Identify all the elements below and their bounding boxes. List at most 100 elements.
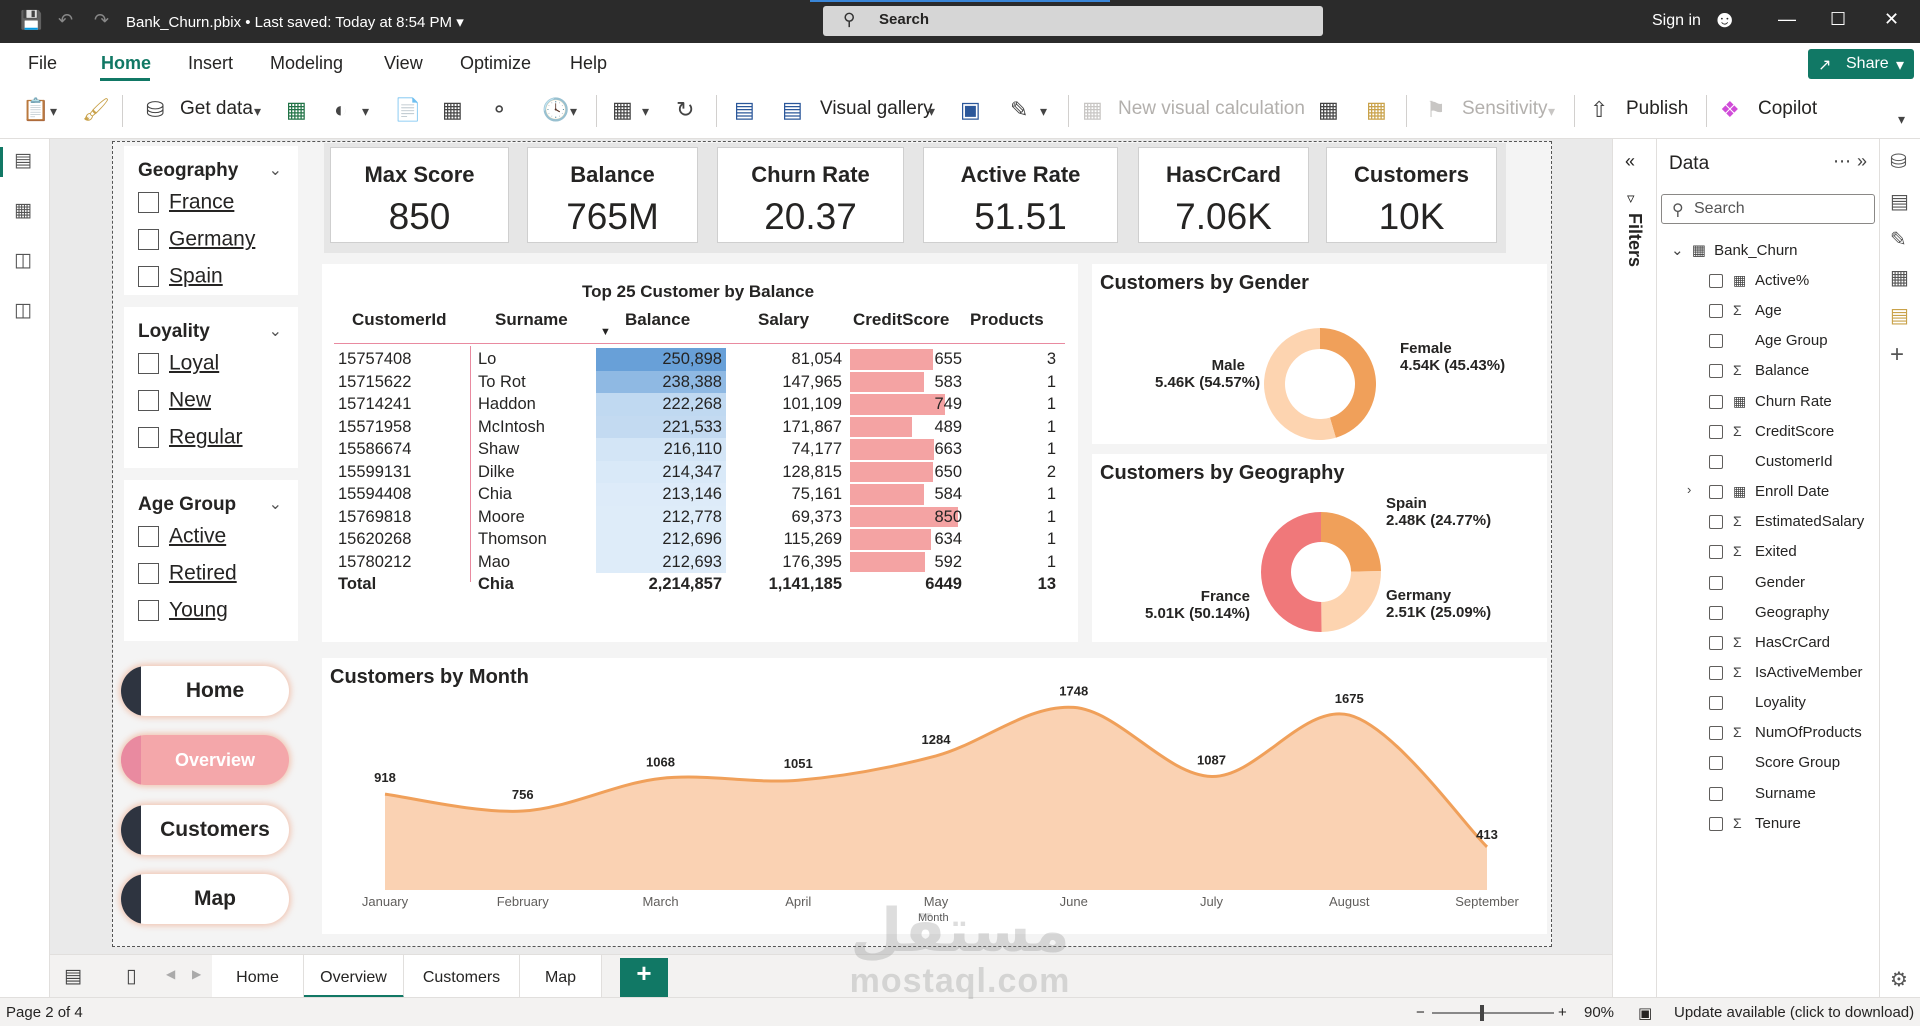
chevron-down-icon[interactable]: ⌄ (268, 496, 282, 513)
donut-slice-spain[interactable] (1321, 512, 1381, 572)
zoom-in-icon[interactable]: + (1558, 1004, 1567, 1021)
column-header-salary[interactable]: Salary (758, 310, 810, 329)
field-checkbox[interactable] (1709, 304, 1723, 319)
data-hub-icon[interactable]: ◐ (334, 97, 348, 122)
menu-optimize[interactable]: Optimize (460, 53, 532, 73)
transform-data-icon[interactable]: ▦ (612, 97, 633, 122)
donut-slice-france[interactable] (1261, 512, 1322, 632)
enter-data-icon[interactable]: ▦ (442, 97, 463, 122)
prev-page-icon[interactable]: ◀ (166, 967, 176, 981)
dataverse-icon[interactable]: ⚬ (490, 97, 509, 122)
new-measure-icon[interactable]: ▦ (1318, 97, 1339, 122)
ribbon-collapse-icon[interactable]: ▾ (1898, 111, 1906, 127)
top-customers-table[interactable]: Top 25 Customer by Balance CustomerId Su… (322, 264, 1078, 642)
zoom-out-icon[interactable]: − (1416, 1004, 1425, 1021)
checkbox[interactable] (138, 352, 159, 374)
fit-to-page-icon[interactable]: ▣ (1638, 1005, 1653, 1022)
zoom-slider-thumb[interactable] (1480, 1005, 1484, 1021)
checkbox[interactable] (138, 525, 159, 547)
desktop-layout-icon[interactable]: ▤ (64, 966, 82, 987)
column-header-products[interactable]: Products (970, 310, 1044, 329)
field-checkbox[interactable] (1709, 364, 1723, 379)
kpi-customers[interactable]: Customers 10K (1326, 147, 1497, 243)
visual-gallery-button[interactable]: Visual gallery (820, 98, 933, 119)
report-view-icon[interactable]: ▤ (14, 150, 32, 171)
field-checkbox[interactable] (1709, 696, 1723, 711)
expand-filters-icon[interactable]: « (1625, 151, 1636, 171)
menu-modeling[interactable]: Modeling (270, 53, 344, 73)
chevron-down-icon[interactable]: ▾ (928, 103, 936, 119)
tab-home[interactable]: Home (212, 955, 304, 998)
menu-home[interactable]: Home (101, 53, 152, 73)
checkbox[interactable] (138, 191, 159, 213)
sort-descending-icon[interactable]: ▼ (600, 326, 611, 338)
quick-measure-icon[interactable]: ▦ (1366, 97, 1387, 122)
field-checkbox[interactable] (1709, 515, 1723, 530)
get-data-button[interactable]: Get data (180, 98, 253, 119)
tab-overview[interactable]: Overview (304, 955, 404, 998)
collapse-pane-icon[interactable]: » (1857, 151, 1868, 171)
chevron-down-icon[interactable]: ⌄ (268, 323, 282, 340)
nav-button-map[interactable]: Map (121, 874, 289, 924)
chevron-down-icon[interactable]: ⌄ (1671, 242, 1684, 259)
column-header-surname[interactable]: Surname (495, 310, 568, 329)
checkbox[interactable] (138, 389, 159, 411)
sql-icon[interactable]: 📄 (394, 97, 422, 122)
analytics-icon[interactable]: ▦ (1890, 267, 1909, 289)
checkbox[interactable] (138, 599, 159, 621)
field-checkbox[interactable] (1709, 545, 1723, 560)
kpi-churn-rate[interactable]: Churn Rate 20.37 (717, 147, 904, 243)
slicer-option-regular[interactable]: Regular (138, 425, 243, 449)
format-painter-icon[interactable]: 🖌 (82, 97, 110, 122)
visual-gallery-icon[interactable]: ▤ (782, 97, 803, 122)
chevron-down-icon[interactable]: ▾ (456, 14, 464, 31)
maximize-icon[interactable]: ☐ (1830, 9, 1847, 29)
nav-button-overview[interactable]: Overview (121, 735, 289, 785)
slicer-option-young[interactable]: Young (138, 598, 228, 622)
copilot-button[interactable]: Copilot (1758, 98, 1818, 119)
field-checkbox[interactable] (1709, 334, 1723, 349)
minimize-icon[interactable]: — (1778, 9, 1796, 29)
checkbox[interactable] (138, 265, 159, 287)
document-title[interactable]: Bank_Churn.pbix • Last saved: Today at 8… (126, 14, 464, 31)
settings-gear-icon[interactable]: ⚙ (1890, 969, 1908, 991)
undo-icon[interactable]: ↶ (58, 10, 74, 30)
checkbox[interactable] (138, 228, 159, 250)
checkbox[interactable] (138, 426, 159, 448)
database-icon[interactable]: ⛁ (146, 97, 165, 122)
more-options-icon[interactable]: ⋯ (1833, 151, 1851, 171)
excel-icon[interactable]: ▦ (286, 97, 307, 122)
sign-in-link[interactable]: Sign in (1652, 12, 1701, 29)
menu-help[interactable]: Help (570, 53, 608, 73)
field-checkbox[interactable] (1709, 274, 1723, 288)
donut-slice-male[interactable] (1264, 328, 1336, 440)
recent-sources-icon[interactable]: 🕓 (542, 97, 570, 122)
zoom-slider[interactable] (1432, 1012, 1554, 1014)
dax-query-view-icon[interactable]: ◫ (14, 300, 32, 321)
slicer-option-france[interactable]: France (138, 190, 234, 214)
customers-by-month-chart[interactable]: Customers by Month 918 January 756 February… (322, 658, 1547, 934)
tab-customers[interactable]: Customers (404, 955, 520, 998)
chevron-down-icon[interactable]: ▾ (642, 103, 650, 119)
publish-button[interactable]: Publish (1626, 98, 1689, 119)
field-checkbox[interactable] (1709, 605, 1723, 620)
field-checkbox[interactable] (1709, 665, 1723, 680)
field-checkbox[interactable] (1709, 394, 1723, 409)
slicer-option-new[interactable]: New (138, 388, 211, 412)
slicer-option-retired[interactable]: Retired (138, 561, 237, 585)
global-search[interactable]: ⚲ Search (823, 6, 1323, 36)
chevron-down-icon[interactable]: ▾ (254, 103, 262, 119)
menu-file[interactable]: File (28, 53, 58, 73)
field-checkbox[interactable] (1709, 786, 1723, 801)
text-box-icon[interactable]: ▣ (960, 97, 981, 122)
share-button[interactable]: ↗ Share ▾ (1808, 49, 1914, 79)
field-checkbox[interactable] (1709, 485, 1723, 500)
kpi-has-cr-card[interactable]: HasCrCard 7.06K (1138, 147, 1309, 243)
field-checkbox[interactable] (1709, 575, 1723, 590)
refresh-icon[interactable]: ↻ (676, 97, 695, 122)
account-icon[interactable]: ☻ (1712, 6, 1738, 33)
new-visual-icon[interactable]: ▤ (734, 97, 755, 122)
chevron-down-icon[interactable]: ▾ (50, 103, 58, 119)
slicer-option-spain[interactable]: Spain (138, 264, 223, 288)
geography-donut-chart[interactable]: Customers by Geography Spain 2.48K (24.77… (1092, 454, 1547, 642)
